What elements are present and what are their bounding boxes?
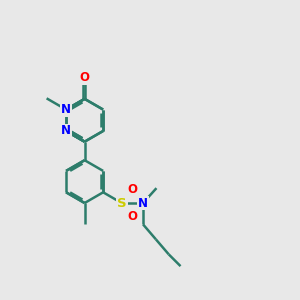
Text: N: N [138,196,148,209]
Text: N: N [61,124,71,137]
Text: O: O [127,183,137,196]
Text: O: O [127,210,137,223]
Text: O: O [80,71,90,84]
Text: S: S [117,196,127,209]
Text: N: N [61,103,71,116]
